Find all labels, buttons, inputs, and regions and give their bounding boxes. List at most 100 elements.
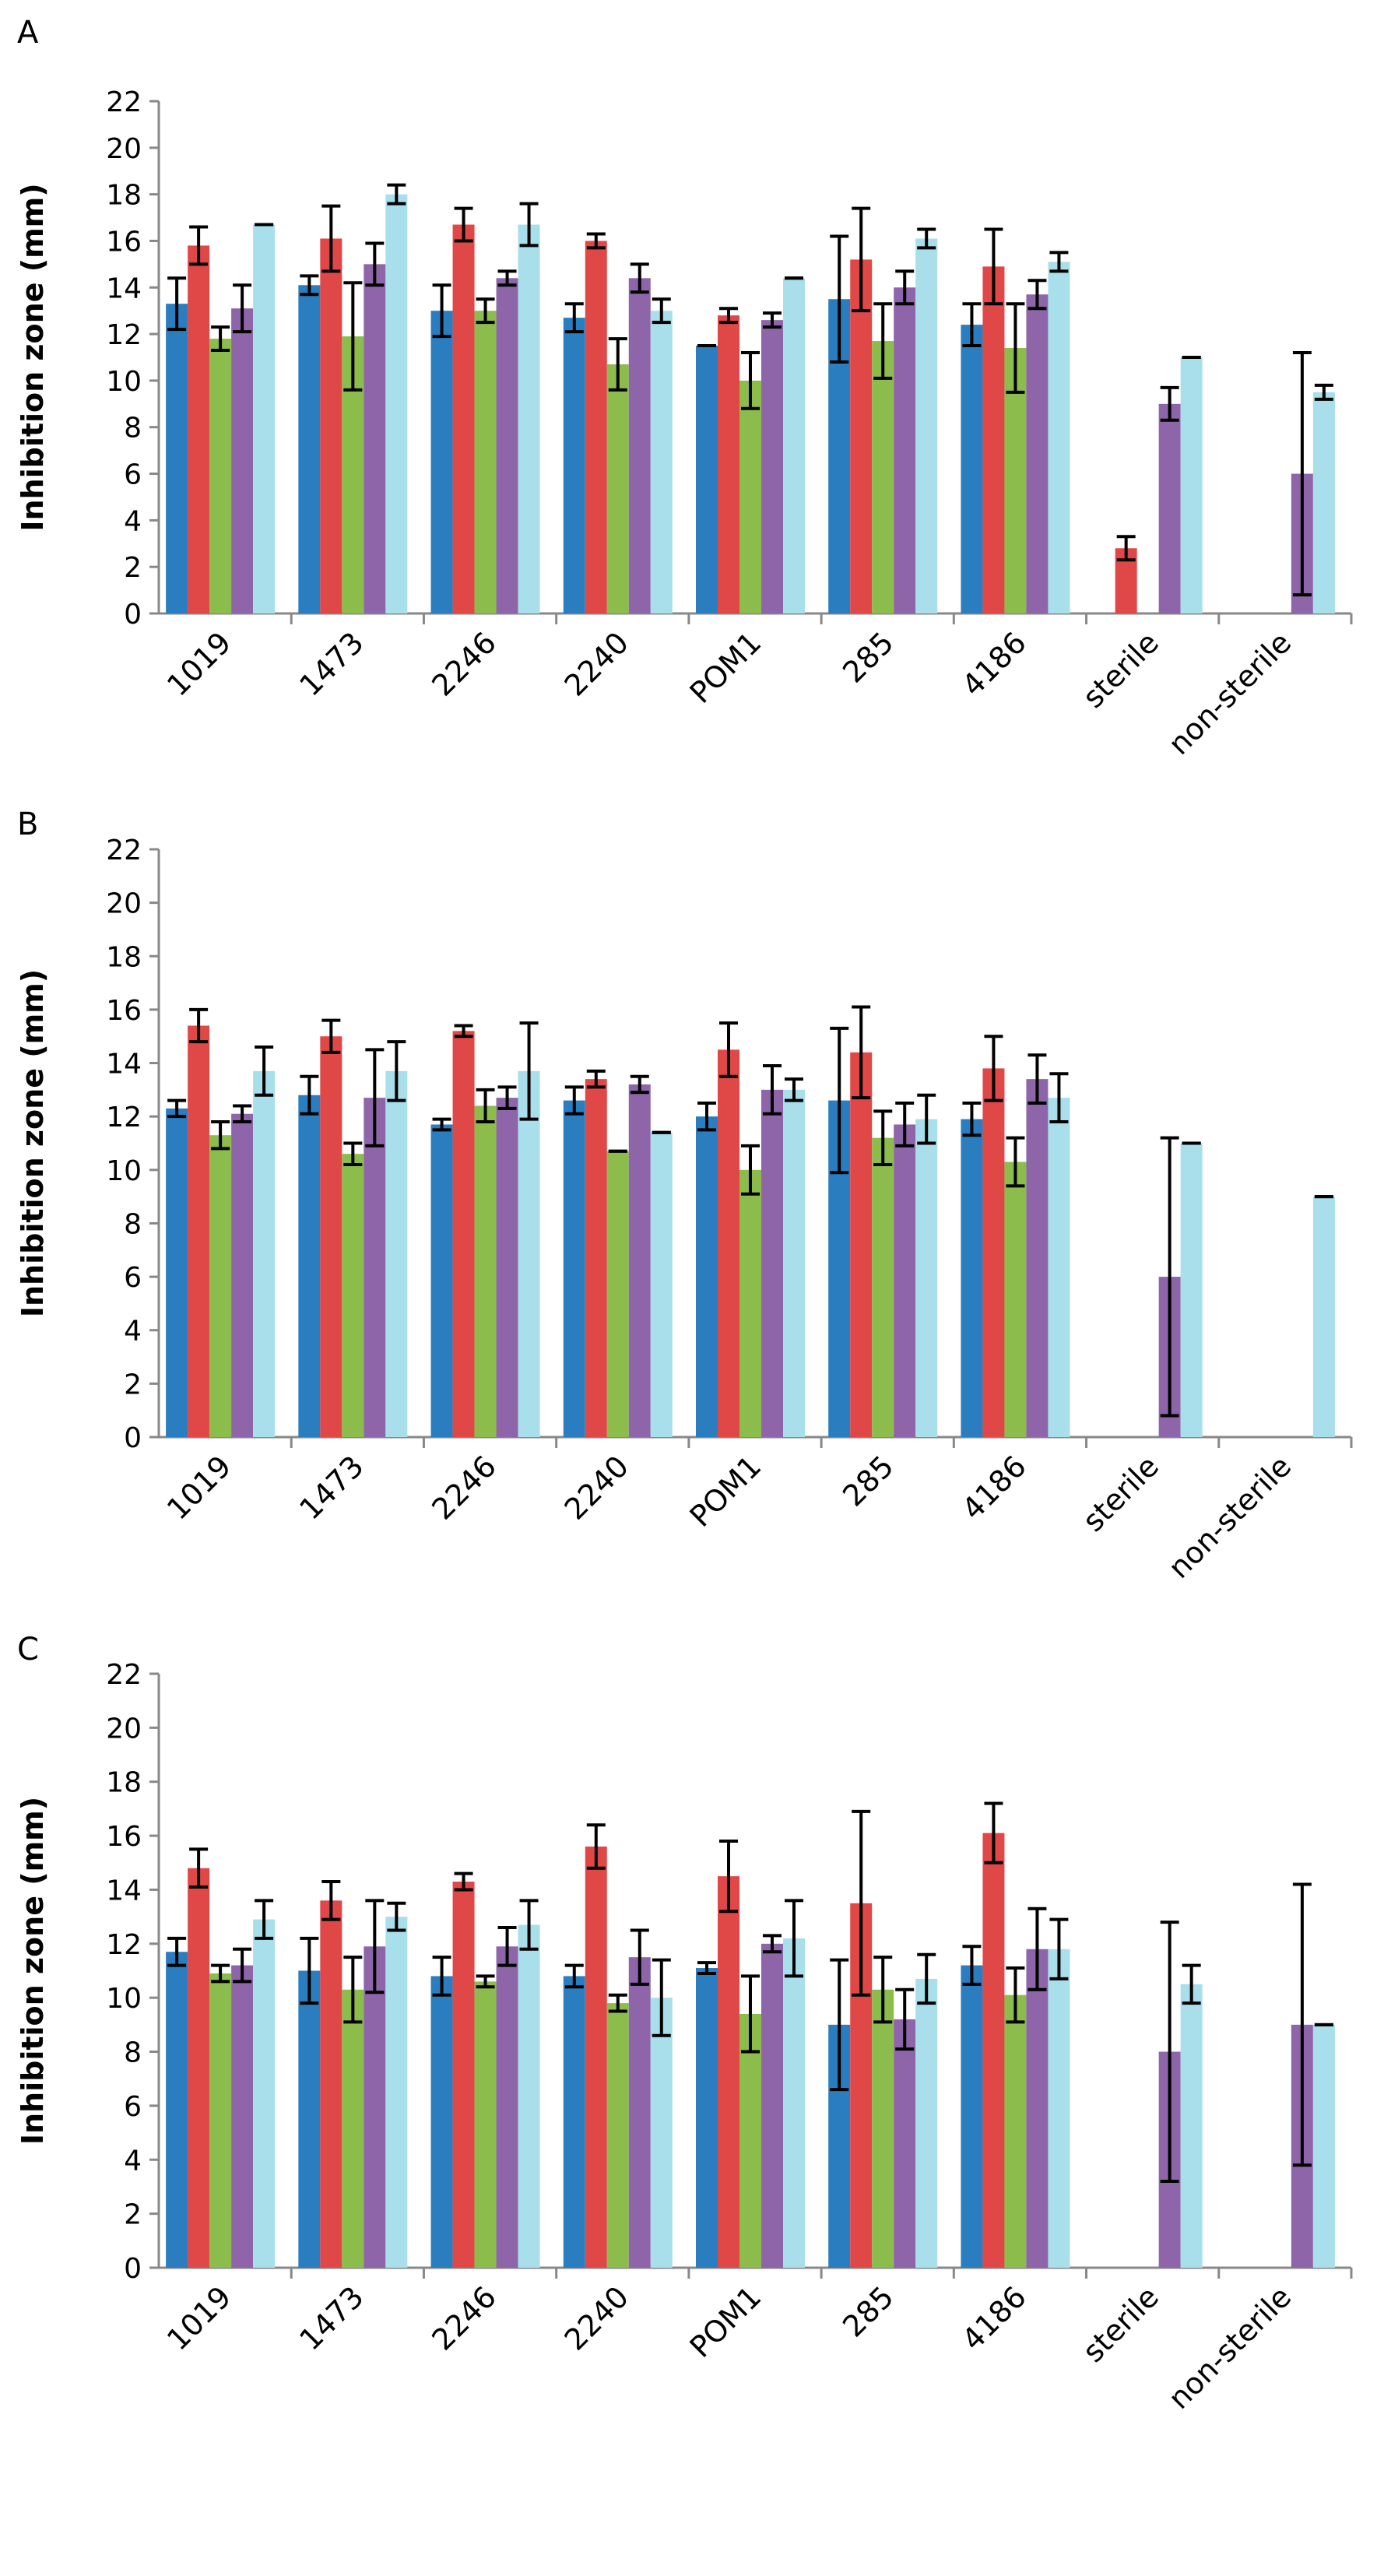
bar-series2 [850,259,873,613]
bar-series5 [1312,1197,1335,1437]
bar-series3 [606,1151,629,1437]
bar-series1 [563,1976,585,2268]
x-tick-label: 2240 [558,1449,636,1527]
bar-series4 [1026,294,1049,613]
bar-series2 [982,266,1005,613]
y-tick-label: 10 [106,366,142,398]
bar-series2 [718,1876,739,2268]
x-tick-label: non-sterile [1161,625,1298,761]
bar-series3 [739,1169,761,1437]
bar-series5 [253,224,276,613]
x-tick-label: 1019 [160,625,238,703]
bar-series3 [342,1989,364,2268]
bar-series3 [606,2003,629,2268]
bar-series1 [430,1976,453,2268]
bar-series2 [718,1049,739,1437]
x-tick-label: POM1 [683,625,768,710]
bar-series1 [298,285,321,613]
bar-series2 [452,1882,475,2268]
bar-series4 [761,320,783,613]
bar-series1 [961,325,983,613]
y-axis-title: Inhibition zone (mm) [16,1797,50,2145]
x-tick-label: 4186 [955,2279,1033,2357]
bar-series4 [628,1084,651,1437]
bar-series3 [1004,1161,1027,1437]
chart-panel-B: B 0 2 4 6 8 10 12 14 16 18 20 22 Inhibition zone (mm)… [16,807,1353,1585]
bar-series1 [166,304,188,613]
bar-series3 [739,380,761,613]
chart-panel-C: C 0 2 4 6 8 10 12 14 16 18 20 22 Inhibition zone (mm)… [16,1632,1353,2416]
bar-series2 [320,1036,342,1437]
bar-series5 [1180,1143,1203,1437]
bar-series5 [915,1978,938,2268]
y-tick-label: 10 [106,1155,142,1187]
y-tick-label: 8 [124,413,142,445]
y-tick-label: 16 [106,226,142,258]
bar-series4 [364,1098,386,1437]
bar-series2 [452,1031,475,1437]
bar-series5 [1180,357,1203,613]
x-tick-label: 1019 [160,2279,238,2357]
bar-series5 [1312,2024,1335,2268]
bar-series5 [650,1132,673,1437]
x-tick-label: 285 [836,2279,900,2343]
bar-series5 [783,1089,805,1437]
bar-series4 [231,308,254,613]
y-axis-title: Inhibition zone (mm) [16,969,50,1317]
bar-series5 [783,278,805,613]
y-tick-label: 2 [124,2199,142,2231]
bar-series5 [253,1070,276,1437]
bar-series3 [474,1981,497,2268]
bar-series4 [894,1124,916,1437]
bar-series3 [342,1154,364,1437]
y-tick-label: 12 [106,1102,142,1133]
bar-series5 [385,194,408,614]
chart-panel-A: A 0 2 4 6 8 10 12 14 16 18 20 22 Inhibition zone (mm)… [16,15,1353,761]
bar-series2 [718,315,739,613]
bar-series4 [1158,403,1181,613]
bar-series4 [894,287,916,613]
bar-series1 [696,1116,718,1437]
bar-series5 [1312,392,1335,613]
y-tick-label: 0 [124,599,142,631]
y-tick-label: 16 [106,1821,142,1853]
bar-series5 [253,1919,276,2268]
x-tick-label: POM1 [683,1449,768,1534]
bar-series2 [452,224,475,613]
y-tick-label: 4 [124,1316,142,1348]
bar-series5 [783,1938,805,2268]
panel-label: A [17,15,39,51]
bar-series5 [518,1924,540,2268]
bar-series5 [915,238,938,613]
bar-series5 [518,1070,540,1437]
bar-series5 [915,1119,938,1437]
bar-series4 [761,1943,783,2268]
bar-series2 [585,1079,607,1437]
x-tick-label: sterile [1076,625,1165,715]
bar-series1 [696,1968,718,2268]
bar-series2 [585,241,607,613]
bar-series1 [961,1965,983,2268]
bar-series2 [188,1025,210,1437]
x-tick-label: sterile [1076,2279,1165,2369]
x-tick-label: POM1 [683,2279,768,2364]
bar-series1 [961,1119,983,1437]
bar-series4 [628,278,651,613]
x-tick-label: 1019 [160,1449,238,1527]
bar-series5 [1048,262,1070,613]
x-tick-label: 285 [836,1449,900,1513]
y-tick-label: 20 [106,1713,142,1745]
bar-series4 [1026,1079,1049,1437]
bar-series5 [518,224,540,613]
bar-series1 [298,1095,321,1437]
panel-label: B [17,807,38,842]
bar-series5 [1048,1949,1070,2268]
bar-series3 [474,311,497,613]
bar-series3 [739,2013,761,2268]
y-tick-label: 18 [106,1767,142,1799]
y-tick-label: 20 [106,133,142,165]
bar-series4 [231,1113,254,1437]
x-tick-label: sterile [1076,1449,1165,1538]
bar-series2 [188,245,210,613]
